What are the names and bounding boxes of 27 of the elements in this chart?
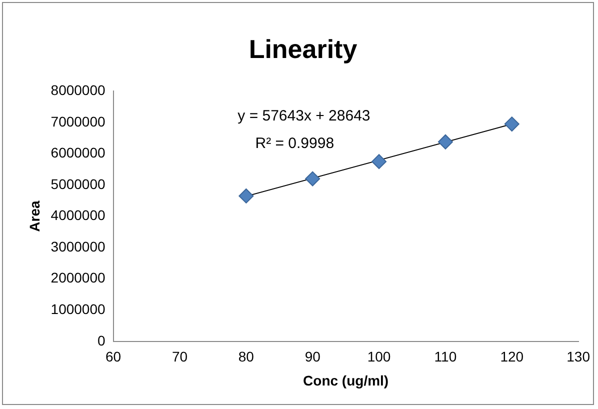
y-tick-label: 8000000 [50, 82, 106, 98]
point [305, 171, 320, 186]
annotation: y = 57643x + 28643 [238, 107, 370, 124]
point [372, 154, 387, 170]
x-tick-label: 90 [304, 348, 321, 365]
x-tick-label: 80 [238, 348, 254, 365]
y-tick-label: 2000000 [50, 270, 106, 286]
chart-title: Linearity [248, 34, 358, 64]
y-tick-label: 3000000 [50, 238, 106, 254]
y-tick-label: 5000000 [50, 176, 106, 192]
y-tick-label: 1000000 [50, 300, 106, 317]
x-tick-label: 110 [434, 348, 457, 365]
point [438, 134, 453, 150]
x-tick-label: 70 [172, 348, 188, 365]
annotation: R² = 0.9998 [255, 134, 334, 152]
point [238, 188, 254, 204]
x-axis-title: Conc (ug/ml) [303, 372, 389, 388]
y-tick-label: 6000000 [50, 144, 106, 161]
y-tick-label: 7000000 [50, 113, 106, 130]
point [504, 116, 520, 132]
x-tick-label: 120 [500, 348, 524, 365]
y-axis-title: Area [26, 200, 42, 232]
y-tick-label: 4000000 [50, 207, 106, 224]
x-tick-label: 60 [106, 348, 122, 365]
x-tick-label: 100 [367, 348, 391, 365]
x-tick-label: 130 [566, 348, 590, 365]
y-tick-label: 0 [98, 332, 106, 348]
